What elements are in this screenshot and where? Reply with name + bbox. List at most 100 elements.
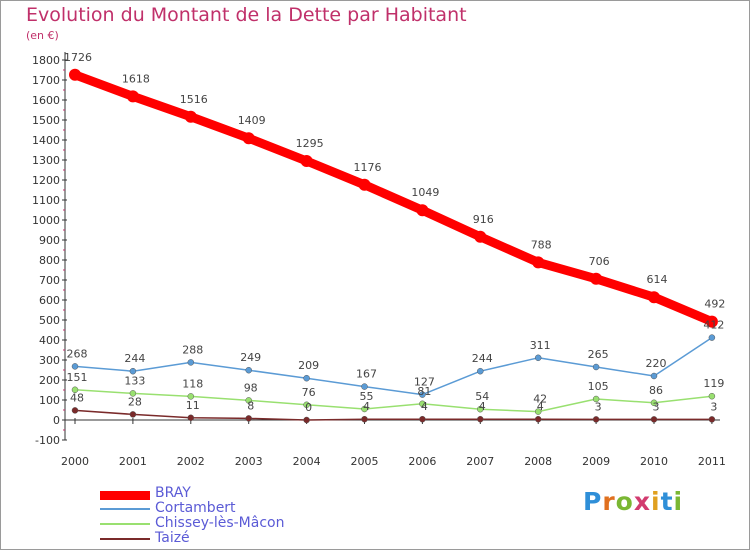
data-point bbox=[303, 416, 310, 424]
data-point bbox=[129, 411, 137, 418]
data-label: 81 bbox=[417, 385, 431, 398]
data-point bbox=[534, 354, 542, 362]
data-point bbox=[187, 359, 195, 366]
data-point bbox=[705, 315, 718, 328]
y-tick-label: 500 bbox=[39, 314, 60, 327]
data-label: 28 bbox=[128, 395, 142, 408]
data-label: 614 bbox=[647, 273, 668, 286]
y-tick-label: -100 bbox=[35, 434, 60, 447]
series-line-cortambert bbox=[74, 336, 713, 396]
y-tick-label: 1700 bbox=[32, 74, 60, 87]
data-point bbox=[303, 374, 310, 382]
y-tick-label: 400 bbox=[39, 334, 60, 347]
y-tick-label: 1400 bbox=[32, 134, 60, 147]
legend-swatch bbox=[100, 538, 150, 540]
legend-swatch bbox=[100, 508, 150, 510]
data-point bbox=[650, 372, 658, 380]
logo-letter: o bbox=[615, 487, 634, 516]
data-label: 133 bbox=[124, 374, 145, 387]
x-tick-label: 2008 bbox=[524, 455, 552, 468]
x-tick-label: 2007 bbox=[466, 455, 494, 468]
logo-letter: i bbox=[651, 487, 661, 516]
data-point bbox=[187, 414, 195, 422]
data-point bbox=[592, 416, 600, 423]
data-point bbox=[648, 291, 660, 304]
x-tick-label: 2010 bbox=[640, 455, 668, 468]
data-label: 0 bbox=[305, 401, 312, 414]
data-label: 244 bbox=[472, 352, 493, 365]
proxiti-logo: Proxiti bbox=[583, 487, 683, 516]
data-point bbox=[71, 363, 79, 370]
data-label: 244 bbox=[124, 352, 145, 365]
data-label: 788 bbox=[531, 238, 552, 251]
data-label: 265 bbox=[588, 348, 609, 361]
y-tick-label: 700 bbox=[39, 274, 60, 287]
data-point bbox=[361, 405, 368, 413]
data-label: 1409 bbox=[238, 114, 266, 127]
data-point bbox=[708, 416, 716, 423]
data-label: 268 bbox=[67, 347, 88, 360]
data-label: 916 bbox=[473, 213, 494, 226]
data-point bbox=[71, 386, 79, 394]
y-tick-label: 1800 bbox=[32, 54, 60, 67]
data-point bbox=[129, 390, 137, 397]
logo-letter: t bbox=[660, 487, 674, 516]
y-tick-label: 900 bbox=[39, 234, 60, 247]
data-label: 4 bbox=[421, 400, 428, 413]
data-label: 76 bbox=[302, 386, 316, 399]
y-tick-label: 1000 bbox=[32, 214, 60, 227]
logo-letter: i bbox=[673, 487, 684, 516]
data-label: 4 bbox=[363, 400, 370, 413]
data-label: 4 bbox=[537, 400, 544, 413]
data-point bbox=[419, 391, 426, 398]
data-point bbox=[708, 334, 716, 341]
data-point bbox=[245, 397, 252, 404]
y-tick-label: 100 bbox=[39, 394, 60, 407]
y-tick-label: 1600 bbox=[32, 94, 60, 107]
data-point bbox=[361, 383, 368, 390]
data-label: 1726 bbox=[64, 51, 92, 64]
series-line-bray bbox=[70, 70, 717, 327]
data-label: 3 bbox=[710, 400, 717, 413]
legend-label: Chissey-lès-Mâcon bbox=[155, 515, 285, 531]
data-label: 209 bbox=[298, 359, 319, 372]
data-point bbox=[358, 178, 371, 191]
y-tick-label: 600 bbox=[39, 294, 60, 307]
data-point bbox=[300, 155, 313, 167]
data-label: 220 bbox=[646, 357, 667, 370]
logo-letter: x bbox=[633, 487, 651, 516]
data-label: 118 bbox=[182, 377, 203, 390]
data-label: 119 bbox=[703, 377, 724, 390]
data-point bbox=[187, 393, 195, 400]
y-tick-label: 1500 bbox=[32, 114, 60, 127]
data-label: 55 bbox=[360, 390, 374, 403]
data-point bbox=[708, 392, 716, 400]
data-point bbox=[534, 415, 542, 423]
data-label: 127 bbox=[414, 376, 435, 389]
data-label: 42 bbox=[533, 393, 547, 406]
legend-swatch bbox=[100, 491, 150, 500]
x-tick-label: 2005 bbox=[351, 455, 379, 468]
data-point bbox=[245, 366, 252, 374]
x-tick-label: 2009 bbox=[582, 455, 610, 468]
data-point bbox=[477, 405, 484, 413]
data-label: 492 bbox=[704, 298, 725, 311]
data-label: 311 bbox=[530, 339, 551, 352]
data-label: 3 bbox=[595, 400, 602, 413]
data-label: 1049 bbox=[411, 186, 439, 199]
unit-label: (en €) bbox=[26, 29, 59, 42]
data-label: 1295 bbox=[296, 137, 324, 150]
data-label: 98 bbox=[244, 381, 258, 394]
x-tick-label: 2000 bbox=[61, 455, 89, 468]
x-tick-label: 2011 bbox=[698, 455, 726, 468]
data-point bbox=[69, 68, 81, 81]
data-label: 105 bbox=[588, 380, 609, 393]
logo-letter: r bbox=[602, 487, 616, 516]
data-label: 167 bbox=[356, 368, 377, 381]
y-tick-label: 1100 bbox=[32, 194, 60, 207]
data-point bbox=[534, 408, 542, 415]
logo-letter: P bbox=[583, 487, 603, 516]
data-point bbox=[477, 367, 484, 375]
data-label: 1618 bbox=[122, 72, 150, 85]
x-tick-label: 2006 bbox=[408, 455, 436, 468]
